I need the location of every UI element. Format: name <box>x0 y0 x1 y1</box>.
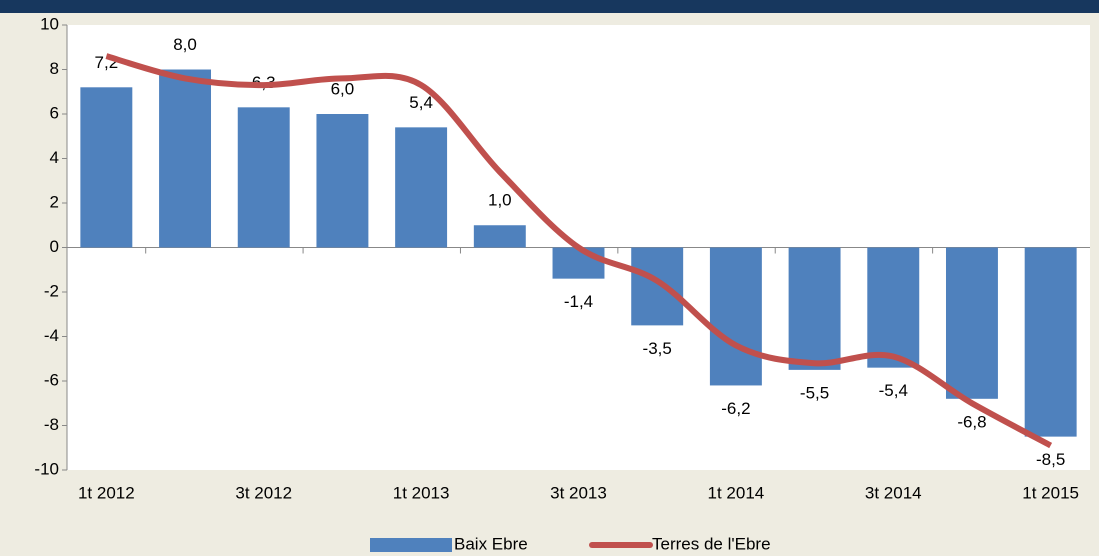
bar <box>788 247 841 370</box>
header-bar <box>0 0 1099 13</box>
y-tick-label: -6 <box>44 370 59 389</box>
y-tick-label: -8 <box>44 415 59 434</box>
data-label: -8,5 <box>1036 450 1065 469</box>
bar <box>316 114 369 248</box>
line <box>105 53 1053 449</box>
data-label: 1,0 <box>488 191 512 210</box>
x-tick-label: 3t 2013 <box>550 483 607 502</box>
bar <box>631 247 684 326</box>
y-tick-label: 6 <box>50 103 59 122</box>
data-label: 5,4 <box>409 93 433 112</box>
data-label: -5,5 <box>800 383 829 402</box>
bar <box>945 247 998 399</box>
y-tick-label: -10 <box>34 459 59 478</box>
x-tick-label: 3t 2012 <box>235 483 292 502</box>
legend-label: Baix Ebre <box>454 534 528 553</box>
data-label: -1,4 <box>564 292 593 311</box>
data-label: -6,2 <box>721 399 750 418</box>
legend-label: Terres de l'Ebre <box>652 534 771 553</box>
y-tick-label: 0 <box>50 237 59 256</box>
x-tick-label: 1t 2015 <box>1022 483 1079 502</box>
data-label: 8,0 <box>173 35 197 54</box>
bar <box>237 107 290 248</box>
data-label: -5,4 <box>879 381 908 400</box>
bar <box>159 69 212 248</box>
data-label: 6,0 <box>331 79 355 98</box>
y-tick-label: -2 <box>44 281 59 300</box>
y-tick-label: 10 <box>40 14 59 33</box>
data-label: -3,5 <box>643 339 672 358</box>
bar <box>395 127 448 248</box>
bar <box>1024 247 1077 437</box>
x-tick-label: 1t 2014 <box>708 483 765 502</box>
x-tick-label: 1t 2013 <box>393 483 450 502</box>
y-tick-label: 4 <box>50 148 59 167</box>
y-tick-label: 2 <box>50 192 59 211</box>
x-tick-label: 3t 2014 <box>865 483 922 502</box>
bar <box>552 247 605 279</box>
bar <box>473 225 526 248</box>
x-tick-label: 1t 2012 <box>78 483 135 502</box>
legend-swatch <box>370 538 452 552</box>
bar <box>867 247 920 368</box>
data-label: -6,8 <box>957 412 986 431</box>
bar <box>80 87 133 248</box>
y-tick-label: -4 <box>44 326 59 345</box>
bar <box>709 247 762 386</box>
y-tick-label: 8 <box>50 59 59 78</box>
